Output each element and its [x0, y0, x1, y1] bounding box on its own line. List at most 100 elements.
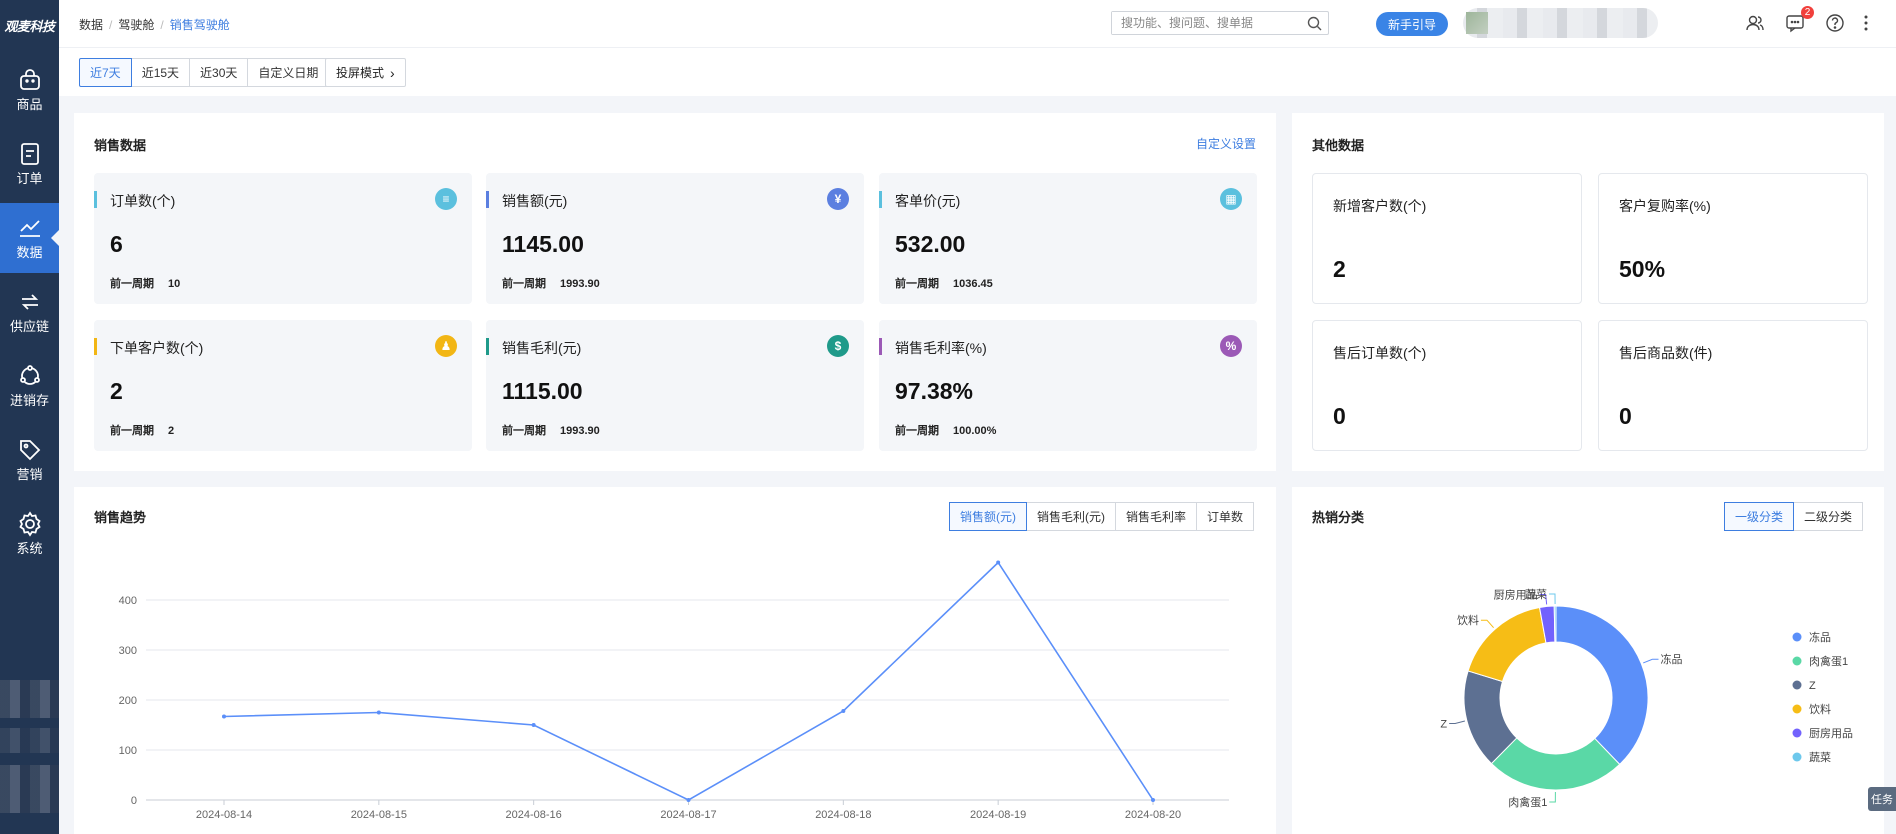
- data-point[interactable]: [222, 714, 226, 719]
- previous-period-label: 前一周期: [895, 278, 939, 290]
- stat-label: 售后商品数(件): [1619, 345, 1713, 361]
- sales-data-panel: 销售数据 自定义设置 订单数(个) ≡ 6 前一周期 10 销售额(元) ¥1145.00 前…: [74, 113, 1276, 471]
- global-search[interactable]: [1111, 11, 1329, 35]
- date-tab-15d[interactable]: 近15天: [130, 58, 191, 87]
- previous-value: 1036.45: [953, 278, 993, 290]
- tab-level-2[interactable]: 二级分类: [1793, 502, 1864, 531]
- x-tick-label: 2024-08-14: [196, 809, 252, 821]
- more-icon[interactable]: [1856, 13, 1876, 33]
- legend-label[interactable]: Z: [1809, 680, 1816, 692]
- tab-sales-amount[interactable]: 销售额(元): [949, 502, 1027, 531]
- pie-slice[interactable]: [1467, 606, 1547, 683]
- pie-slice[interactable]: [1553, 605, 1557, 643]
- sidebar-item-inventory[interactable]: 进销存: [0, 351, 59, 421]
- legend-label[interactable]: 蔬菜: [1809, 751, 1831, 764]
- pie-slice[interactable]: [1555, 605, 1649, 766]
- accent-bar: [94, 338, 97, 355]
- supply-chain-icon: [21, 294, 38, 310]
- panel-title: 热销分类: [1312, 510, 1365, 525]
- stat-label: 客单价(元): [895, 193, 961, 209]
- trend-metric-tabs: 销售额(元) 销售毛利(元) 销售毛利率 订单数: [949, 502, 1255, 531]
- date-tab-7d[interactable]: 近7天: [79, 58, 132, 87]
- order-icon: [20, 143, 39, 165]
- accent-bar: [879, 191, 882, 208]
- search-input[interactable]: [1112, 12, 1292, 34]
- legend-marker: [1792, 728, 1802, 738]
- sidebar-item-data[interactable]: 数据: [0, 203, 59, 273]
- tag-icon: [19, 440, 40, 461]
- sidebar-item-label: 系统: [16, 541, 43, 556]
- other-stat-card: 新增客户数(个) 2: [1312, 173, 1582, 304]
- date-tab-custom[interactable]: 自定义日期: [247, 58, 330, 87]
- sidebar: 观麦科技 商品 订单 数据 供应链 进销存 营销 系统: [0, 0, 59, 834]
- previous-period-label: 前一周期: [502, 425, 546, 437]
- panel-title: 销售数据: [94, 138, 147, 153]
- money-bag-icon: $: [827, 335, 849, 357]
- legend-label[interactable]: 饮料: [1809, 702, 1831, 716]
- y-tick-label: 300: [119, 645, 137, 657]
- user-info[interactable]: [1463, 8, 1658, 38]
- search-icon[interactable]: [1307, 16, 1322, 31]
- data-point[interactable]: [376, 710, 381, 715]
- data-point[interactable]: [531, 723, 536, 727]
- slice-label: 饮料: [1457, 613, 1479, 627]
- blurred-content: [0, 680, 59, 718]
- legend-label[interactable]: 厨房用品: [1809, 727, 1853, 740]
- tab-order-count[interactable]: 订单数: [1196, 502, 1255, 531]
- breadcrumb-item[interactable]: 驾驶舱: [118, 18, 155, 32]
- slice-label-line: [1643, 658, 1659, 664]
- stat-label: 销售额(元): [502, 193, 568, 209]
- sidebar-item-orders[interactable]: 订单: [0, 129, 59, 199]
- data-point[interactable]: [686, 798, 691, 802]
- legend-marker: [1792, 752, 1802, 762]
- slice-label-line: [1480, 619, 1494, 629]
- blurred-content: [0, 728, 59, 753]
- sidebar-item-system[interactable]: 系统: [0, 499, 59, 569]
- data-point[interactable]: [841, 709, 846, 713]
- percent-icon: %: [1220, 335, 1242, 357]
- sidebar-item-label: 订单: [16, 171, 43, 186]
- filter-bar: 近7天 近15天 近30天 自定义日期 投屏模式 ›: [59, 48, 1896, 96]
- previous-value: 10: [168, 278, 181, 290]
- x-tick-label: 2024-08-20: [1125, 809, 1181, 821]
- data-point[interactable]: [1151, 798, 1155, 802]
- date-tab-30d[interactable]: 近30天: [189, 58, 249, 87]
- stat-label: 销售毛利(元): [502, 340, 582, 356]
- data-point[interactable]: [996, 560, 1001, 565]
- pie-slice[interactable]: [1490, 737, 1621, 791]
- sidebar-item-label: 数据: [16, 245, 43, 260]
- slice-label: Z: [1440, 718, 1447, 730]
- inventory-icon: [19, 365, 40, 385]
- slice-label-line: [1548, 593, 1556, 605]
- y-gridlines: [146, 599, 1229, 801]
- user-icon: ♟: [435, 335, 457, 357]
- cast-mode-button[interactable]: 投屏模式 ›: [325, 58, 406, 87]
- legend-label[interactable]: 冻品: [1809, 630, 1831, 644]
- gear-icon: [18, 511, 41, 537]
- previous-period-label: 前一周期: [110, 278, 154, 290]
- slice-label: 肉禽蛋1: [1508, 795, 1547, 809]
- sidebar-item-goods[interactable]: 商品: [0, 55, 59, 125]
- guide-button[interactable]: 新手引导: [1376, 12, 1448, 36]
- sidebar-item-supply-chain[interactable]: 供应链: [0, 277, 59, 347]
- tab-gross-margin[interactable]: 销售毛利率: [1115, 502, 1198, 531]
- contacts-icon[interactable]: [1745, 13, 1765, 33]
- x-tick-label: 2024-08-17: [660, 809, 716, 821]
- message-icon[interactable]: [1785, 13, 1805, 33]
- sidebar-item-marketing[interactable]: 营销: [0, 425, 59, 495]
- calendar-icon: ▦: [1220, 188, 1242, 210]
- chevron-right-icon: ›: [390, 64, 395, 81]
- tab-gross-profit[interactable]: 销售毛利(元): [1026, 502, 1116, 531]
- stat-previous: 前一周期 100.00%: [895, 422, 996, 438]
- legend-marker: [1792, 680, 1802, 690]
- legend-label[interactable]: 肉禽蛋1: [1809, 654, 1848, 668]
- help-icon[interactable]: [1825, 13, 1845, 33]
- legend-marker: [1792, 656, 1802, 666]
- breadcrumb-item[interactable]: 数据: [79, 18, 104, 32]
- yuan-icon: ¥: [827, 188, 849, 210]
- custom-settings-link[interactable]: 自定义设置: [1195, 137, 1256, 151]
- other-stat-card: 售后商品数(件) 0: [1598, 320, 1868, 451]
- tab-level-1[interactable]: 一级分类: [1724, 502, 1795, 531]
- task-tab[interactable]: 任务: [1868, 787, 1896, 811]
- legend-marker: [1792, 704, 1802, 714]
